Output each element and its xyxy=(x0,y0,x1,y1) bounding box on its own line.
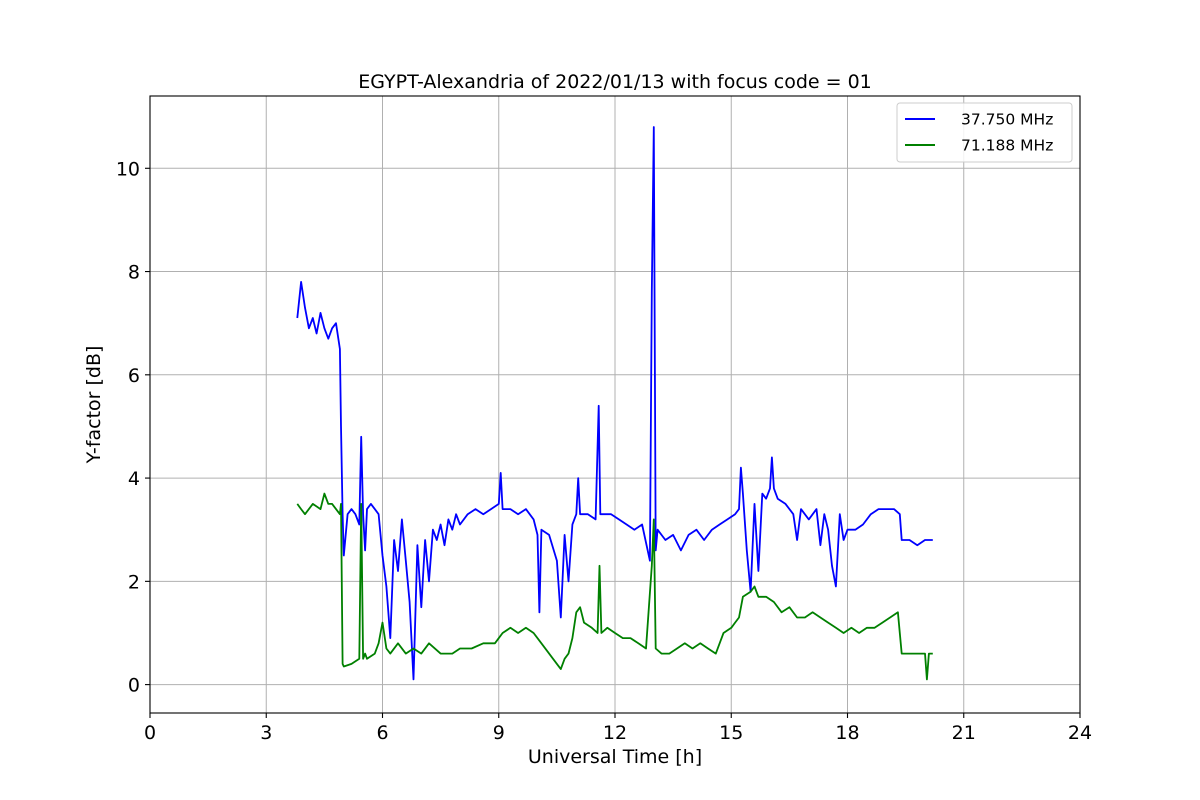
x-tick-label: 0 xyxy=(144,722,156,744)
legend-box xyxy=(896,102,1073,163)
y-tick-label: 10 xyxy=(116,158,140,180)
legend: 37.750 MHz 71.188 MHz xyxy=(896,102,1073,163)
series-lines xyxy=(296,126,933,681)
chart-title: EGYPT-Alexandria of 2022/01/13 with focu… xyxy=(358,71,872,93)
x-tick-label: 18 xyxy=(835,722,859,744)
x-tick-label: 24 xyxy=(1068,722,1092,744)
y-tick-label: 2 xyxy=(128,571,140,593)
y-tick-label: 4 xyxy=(128,468,140,490)
x-tick-label: 12 xyxy=(603,722,627,744)
y-tick-label: 8 xyxy=(128,262,140,284)
y-tick-label: 6 xyxy=(128,365,140,387)
series-line xyxy=(296,492,933,681)
x-tick-label: 15 xyxy=(719,722,743,744)
x-tick-label: 6 xyxy=(376,722,388,744)
series-line xyxy=(296,126,933,681)
legend-label: 71.188 MHz xyxy=(961,137,1053,155)
legend-label: 37.750 MHz xyxy=(961,111,1053,129)
x-tick-label: 21 xyxy=(952,722,976,744)
y-axis-label: Y-factor [dB] xyxy=(83,346,105,465)
y-tick-label: 0 xyxy=(128,675,140,697)
x-tick-label: 3 xyxy=(260,722,272,744)
x-tick-label: 9 xyxy=(493,722,505,744)
x-axis-label: Universal Time [h] xyxy=(528,746,702,768)
